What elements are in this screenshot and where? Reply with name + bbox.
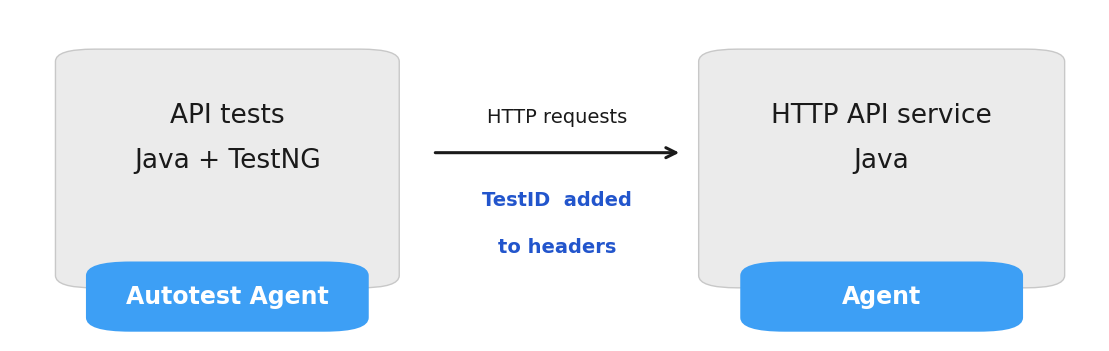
FancyBboxPatch shape <box>699 49 1065 288</box>
Text: to headers: to headers <box>498 238 615 257</box>
Text: Agent: Agent <box>842 285 922 309</box>
Text: HTTP requests: HTTP requests <box>487 108 627 127</box>
Text: Java + TestNG: Java + TestNG <box>134 148 321 174</box>
Text: API tests: API tests <box>170 103 285 129</box>
Text: HTTP API service: HTTP API service <box>771 103 993 129</box>
Text: TestID  added: TestID added <box>481 191 632 210</box>
Text: Autotest Agent: Autotest Agent <box>126 285 328 309</box>
FancyBboxPatch shape <box>55 49 399 288</box>
Text: Java: Java <box>854 148 909 174</box>
FancyBboxPatch shape <box>740 261 1022 332</box>
FancyBboxPatch shape <box>85 261 368 332</box>
